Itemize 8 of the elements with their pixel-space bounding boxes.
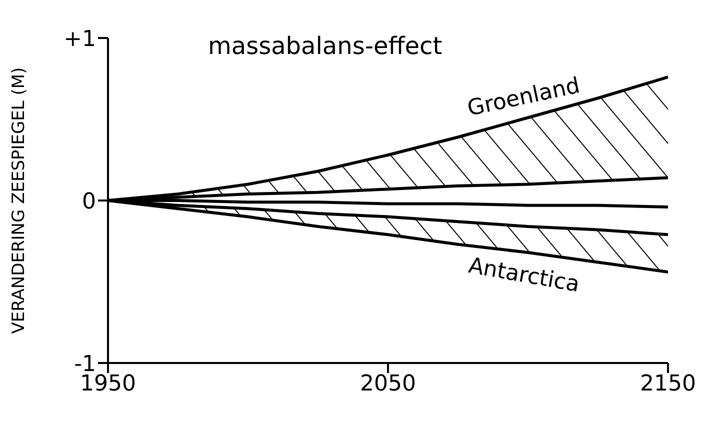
y-tick-label: +1 [64,26,96,52]
chart-title: massabalans-effect [208,32,442,60]
y-tick-label: 0 [82,189,96,214]
x-tick-label: 1950 [80,372,136,397]
text: Antarctica [466,254,582,298]
x-tick-label: 2050 [360,372,416,397]
y-axis-title: VERANDERING ZEESPIEGEL (M) [9,67,30,334]
x-tick-label: 2150 [640,372,696,397]
